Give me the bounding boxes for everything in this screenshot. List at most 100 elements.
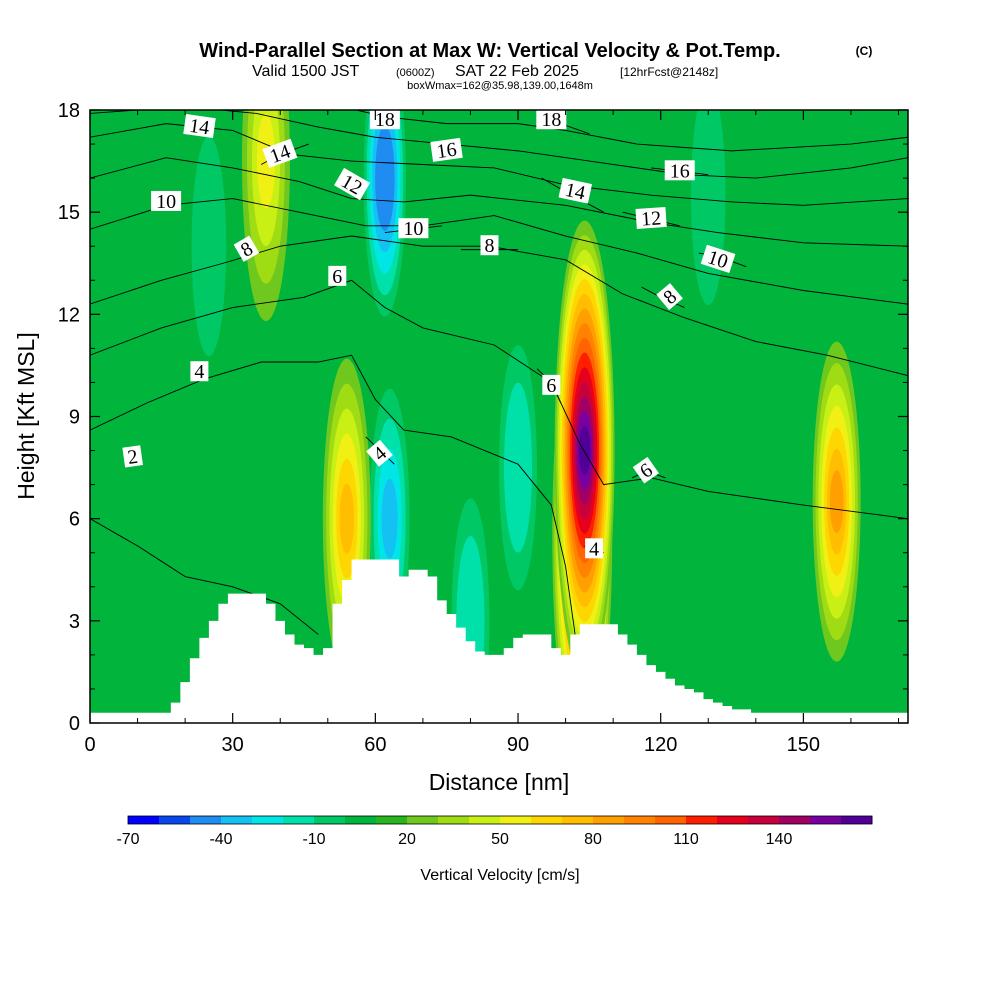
theta-contour-label: 18 — [369, 109, 400, 131]
velocity-cell — [578, 425, 591, 476]
colorbar-tick-label: 20 — [398, 831, 416, 848]
colorbar-swatch — [562, 816, 594, 824]
x-tick-label: 90 — [507, 734, 529, 756]
theta-contour-label: 4 — [366, 439, 393, 467]
colorbar-swatch — [438, 816, 470, 824]
contour-label-box — [558, 177, 593, 204]
colorbar-swatch — [717, 816, 749, 824]
x-axis-label: Distance [nm] — [429, 769, 570, 795]
x-tick-label: 150 — [787, 734, 820, 756]
contour-label-text: 10 — [403, 218, 423, 240]
velocity-cell — [509, 420, 528, 516]
contour-label-text: 16 — [435, 139, 458, 164]
colorbar-swatch — [841, 816, 873, 824]
contour-label-box — [480, 235, 499, 256]
colorbar-swatch — [283, 816, 315, 824]
colorbar-tick-label: 80 — [584, 831, 602, 848]
y-tick-label: 15 — [58, 202, 80, 224]
colorbar-tick-label: -70 — [116, 831, 139, 848]
contour-label-text: 8 — [484, 235, 494, 257]
contour-label-text: 4 — [194, 361, 204, 383]
theta-contour-label: 8 — [480, 235, 499, 257]
contour-label-text: 14 — [563, 179, 587, 205]
contour-label-text: 14 — [188, 115, 211, 140]
colorbar-swatch — [686, 816, 718, 824]
colorbar-swatch — [128, 816, 160, 824]
theta-contour-label: 10 — [151, 190, 182, 213]
contour-label-box — [656, 283, 683, 310]
colorbar-swatch — [655, 816, 687, 824]
colorbar-swatch — [531, 816, 563, 824]
colorbar-swatch — [407, 816, 439, 824]
theta-contour-line — [90, 279, 908, 520]
contour-label-text: 4 — [589, 538, 599, 560]
contour-label-text: 12 — [640, 207, 661, 230]
velocity-cell — [381, 478, 398, 559]
colorbar-swatch — [500, 816, 532, 824]
colorbar-swatch — [469, 816, 501, 824]
subtitle-valid: Valid 1500 JST — [252, 63, 360, 80]
theta-contour-line — [354, 110, 908, 152]
colorbar-swatch — [810, 816, 842, 824]
y-tick-label: 0 — [69, 713, 80, 735]
theta-contour-label: 16 — [430, 137, 463, 164]
theta-contour-label: 6 — [542, 374, 561, 397]
x-tick-label: 120 — [644, 734, 677, 756]
contour-label-box — [632, 456, 659, 484]
theta-contour-label: 6 — [632, 456, 659, 484]
colorbar-label: Vertical Velocity [cm/s] — [420, 867, 579, 884]
contour-label-box — [369, 109, 400, 130]
y-tick-label: 18 — [58, 100, 80, 122]
theta-contour-label: 4 — [190, 361, 209, 383]
theta-contour-label: 12 — [635, 206, 667, 231]
chart-title-mark: (C) — [856, 44, 873, 58]
contour-label-box — [398, 218, 429, 239]
colorbar-swatch — [593, 816, 625, 824]
colorbar-swatch — [624, 816, 656, 824]
contour-label-box — [700, 244, 736, 274]
contour-label-text: 18 — [541, 109, 561, 131]
contour-label-box — [536, 109, 567, 130]
theta-contour-label: 14 — [558, 177, 593, 205]
x-tick-label: 30 — [222, 734, 244, 756]
subtitle-utc: (0600Z) — [396, 67, 435, 79]
colorbar-tick-label: 140 — [766, 831, 793, 848]
colorbar: -70 -40 -10 20 50 80 110 140 — [116, 815, 873, 848]
theta-contour-label: 2 — [122, 445, 143, 469]
contour-label-box — [366, 439, 393, 467]
contour-label-box — [122, 445, 143, 468]
velocity-cell — [697, 135, 719, 256]
colorbar-swatch — [345, 816, 377, 824]
theta-contour-label: 8 — [233, 235, 260, 262]
terrain — [90, 559, 908, 723]
theta-contour-label: 4 — [585, 538, 604, 560]
velocity-cell — [339, 483, 355, 554]
x-tick-label: 0 — [84, 734, 95, 756]
colorbar-tick-label: -10 — [302, 831, 325, 848]
colorbar-swatch — [748, 816, 780, 824]
contour-label-box — [233, 235, 260, 262]
theta-contour-line — [90, 198, 908, 305]
contour-label-text: 16 — [670, 160, 690, 182]
colorbar-swatch — [190, 816, 222, 824]
theta-contour-line — [90, 518, 319, 635]
y-tick-label: 12 — [58, 304, 80, 326]
chart-subtitle-box: boxWmax=162@35.98,139.00,1648m — [407, 80, 593, 92]
theta-contour-label: 6 — [328, 265, 347, 288]
terrain-profile — [90, 559, 908, 723]
contour-label-box — [151, 190, 182, 211]
theta-contour-label: 10 — [398, 218, 429, 240]
colorbar-tick-label: 110 — [673, 831, 699, 848]
colorbar-swatch — [314, 816, 346, 824]
colorbar-tick-label: 50 — [491, 831, 509, 848]
colorbar-swatch — [221, 816, 253, 824]
y-tick-label: 6 — [69, 509, 80, 531]
theta-contour-label: 14 — [183, 114, 216, 140]
contour-label-box — [334, 167, 371, 201]
x-tick-label: 60 — [364, 734, 386, 756]
contour-label-box — [542, 374, 561, 395]
colorbar-swatch — [159, 816, 191, 824]
chart-title: Wind-Parallel Section at Max W: Vertical… — [199, 40, 780, 62]
colorbar-frame — [127, 815, 873, 825]
